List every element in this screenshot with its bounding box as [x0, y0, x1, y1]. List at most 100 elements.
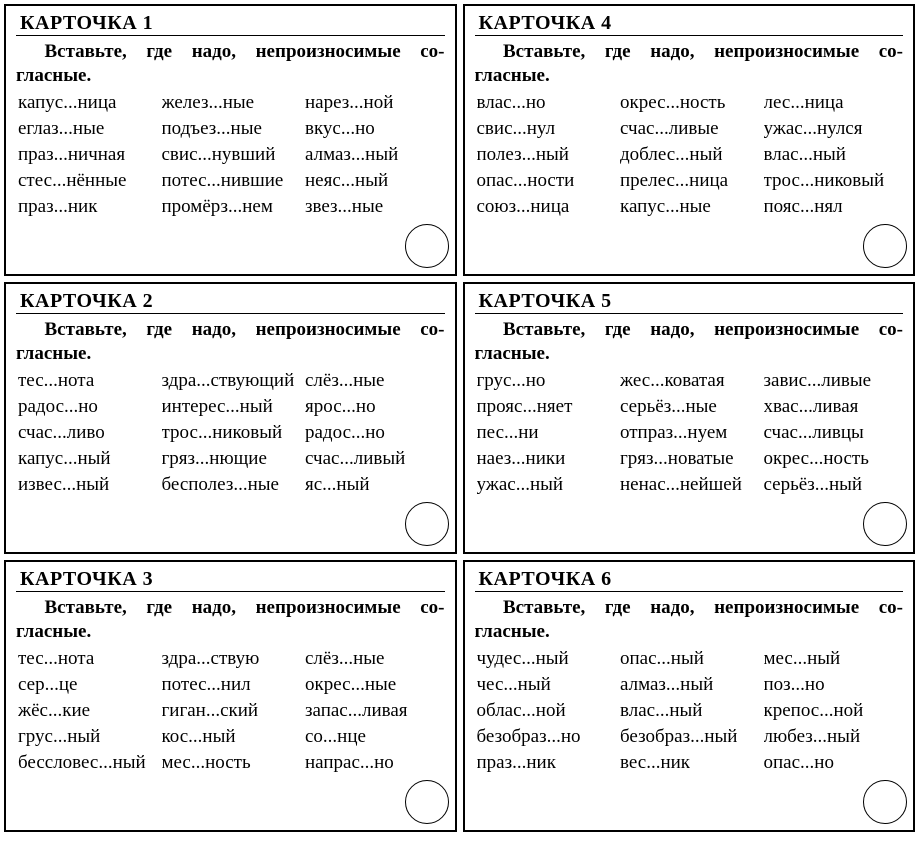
word: ненас...нейшей: [620, 472, 760, 498]
word: здра...ствующий: [162, 368, 302, 394]
card-instruction: Вставьте, где надо, непроизносимые со­гл…: [475, 318, 904, 366]
word: запас...ливая: [305, 698, 445, 724]
word: еглаз...ные: [18, 116, 158, 142]
word: свис...нул: [477, 116, 617, 142]
card-instruction: Вставьте, где надо, непроизносимые со­гл…: [16, 318, 445, 366]
cards-grid: КАРТОЧКА 1 Вставьте, где надо, непроизнос…: [4, 4, 915, 832]
word: счас...ливый: [305, 446, 445, 472]
word: наез...ники: [477, 446, 617, 472]
word: облас...ной: [477, 698, 617, 724]
card-4: КАРТОЧКА 4 Вставьте, где надо, непроизнос…: [463, 4, 916, 276]
word: радос...но: [18, 394, 158, 420]
card-5: КАРТОЧКА 5 Вставьте, где надо, непроизнос…: [463, 282, 916, 554]
word: капус...ница: [18, 90, 158, 116]
words-grid: чудес...ныйопас...ныймес...ныйчес...ныйа…: [475, 646, 904, 777]
word: звез...ные: [305, 194, 445, 220]
word: свис...нувший: [162, 142, 302, 168]
card-1: КАРТОЧКА 1 Вставьте, где надо, непроизнос…: [4, 4, 457, 276]
word: жёс...кие: [18, 698, 158, 724]
card-instruction: Вставьте, где надо, непроизносимые со­гл…: [475, 40, 904, 88]
word: со...нце: [305, 724, 445, 750]
word: трос...никовый: [764, 168, 904, 194]
score-circle: [405, 780, 449, 824]
word: гиган...ский: [162, 698, 302, 724]
score-circle: [405, 224, 449, 268]
word: сер...це: [18, 672, 158, 698]
word: влас...ный: [620, 698, 760, 724]
word: тес...нота: [18, 368, 158, 394]
word: стес...нённые: [18, 168, 158, 194]
word: трос...никовый: [162, 420, 302, 446]
card-3: КАРТОЧКА 3 Вставьте, где надо, непроизнос…: [4, 560, 457, 832]
word: отпраз...нуем: [620, 420, 760, 446]
word: жес...коватая: [620, 368, 760, 394]
word: капус...ный: [18, 446, 158, 472]
word: опас...ный: [620, 646, 760, 672]
word: хвас...ливая: [764, 394, 904, 420]
word: кос...ный: [162, 724, 302, 750]
card-instruction: Вставьте, где надо, непроизносимые со­гл…: [475, 596, 904, 644]
word: слёз...ные: [305, 368, 445, 394]
word: поз...но: [764, 672, 904, 698]
card-instruction: Вставьте, где надо, непроизносимые со­гл…: [16, 40, 445, 88]
word: опас...но: [764, 750, 904, 776]
words-grid: влас...ноокрес...ностьлес...ницасвис...н…: [475, 90, 904, 221]
word: бессловес...ный: [18, 750, 158, 776]
word: мес...ный: [764, 646, 904, 672]
word: безобраз...ный: [620, 724, 760, 750]
word: ярос...но: [305, 394, 445, 420]
word: вес...ник: [620, 750, 760, 776]
word: праз...ник: [477, 750, 617, 776]
words-grid: тес...нотаздра...ствующийслёз...ные радос…: [16, 368, 445, 499]
word: влас...ный: [764, 142, 904, 168]
card-title: КАРТОЧКА 5: [475, 290, 904, 314]
word: капус...ные: [620, 194, 760, 220]
word: окрес...ные: [305, 672, 445, 698]
card-2: КАРТОЧКА 2 Вставьте, где надо, непроизнос…: [4, 282, 457, 554]
word: грус...но: [477, 368, 617, 394]
word: крепос...ной: [764, 698, 904, 724]
word: мес...ность: [162, 750, 302, 776]
word: счас...ливо: [18, 420, 158, 446]
word: опас...ности: [477, 168, 617, 194]
score-circle: [863, 502, 907, 546]
word: грус...ный: [18, 724, 158, 750]
word: интерес...ный: [162, 394, 302, 420]
word: полез...ный: [477, 142, 617, 168]
word: яс...ный: [305, 472, 445, 498]
word: окрес...ность: [764, 446, 904, 472]
word: извес...ный: [18, 472, 158, 498]
word: доблес...ный: [620, 142, 760, 168]
word: праз...ничная: [18, 142, 158, 168]
card-title: КАРТОЧКА 3: [16, 568, 445, 592]
word: гряз...новатые: [620, 446, 760, 472]
word: ужас...нулся: [764, 116, 904, 142]
word: счас...ливцы: [764, 420, 904, 446]
word: любез...ный: [764, 724, 904, 750]
word: прелес...ница: [620, 168, 760, 194]
card-title: КАРТОЧКА 4: [475, 12, 904, 36]
word: прояс...няет: [477, 394, 617, 420]
words-grid: тес...нотаздра...ствуюслёз...ныесер...це…: [16, 646, 445, 777]
card-title: КАРТОЧКА 2: [16, 290, 445, 314]
word: союз...ница: [477, 194, 617, 220]
words-grid: капус...ницажелез...ныенарез...нойеглаз.…: [16, 90, 445, 221]
card-6: КАРТОЧКА 6 Вставьте, где надо, непроизнос…: [463, 560, 916, 832]
score-circle: [863, 224, 907, 268]
word: праз...ник: [18, 194, 158, 220]
word: чес...ный: [477, 672, 617, 698]
word: чудес...ный: [477, 646, 617, 672]
word: потес...нил: [162, 672, 302, 698]
word: окрес...ность: [620, 90, 760, 116]
word: алмаз...ный: [305, 142, 445, 168]
word: потес...нившие: [162, 168, 302, 194]
word: серьёз...ный: [764, 472, 904, 498]
score-circle: [405, 502, 449, 546]
word: желез...ные: [162, 90, 302, 116]
card-instruction: Вставьте, где надо, непроизносимые со­гл…: [16, 596, 445, 644]
word: промёрз...нем: [162, 194, 302, 220]
card-title: КАРТОЧКА 1: [16, 12, 445, 36]
card-title: КАРТОЧКА 6: [475, 568, 904, 592]
word: счас...ливые: [620, 116, 760, 142]
word: гряз...нющие: [162, 446, 302, 472]
